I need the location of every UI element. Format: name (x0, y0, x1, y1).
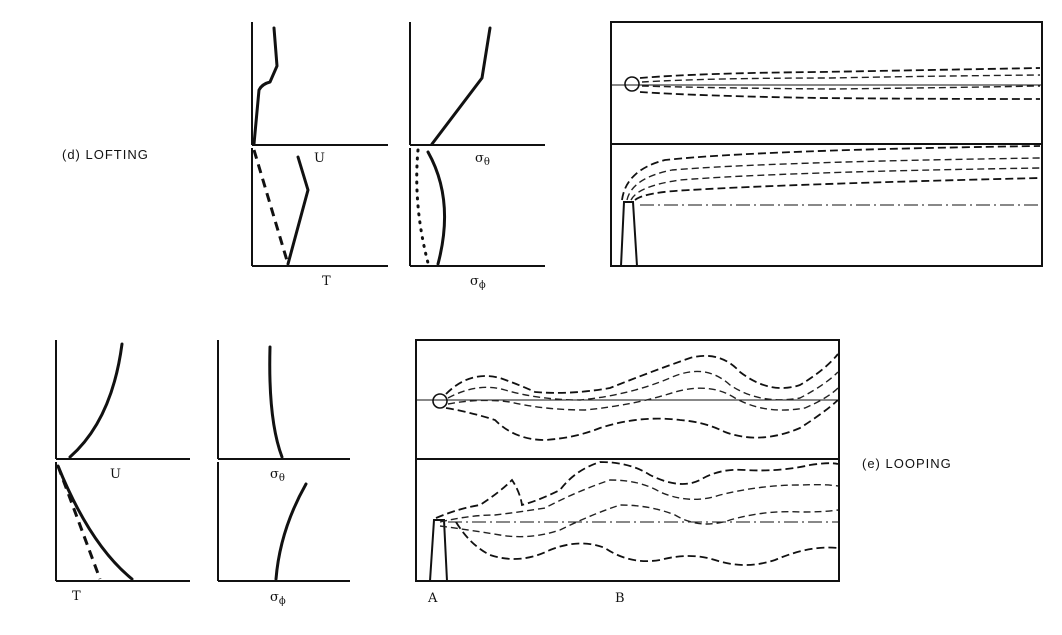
looping-sigma-phi-profile (217, 462, 350, 582)
lofting-temperature-profile (251, 148, 388, 267)
lofting-sigma-phi-profile (409, 148, 545, 267)
lofting-t-label: T (322, 274, 331, 289)
looping-plume-side-view (415, 458, 840, 582)
lofting-label: (d) LOFTING (62, 147, 149, 162)
looping-sigma-phi-label: σϕ (270, 590, 286, 607)
lofting-stack-top-marker (624, 76, 640, 92)
lofting-plume-side-view (610, 143, 1043, 267)
looping-wind-profile (55, 340, 190, 460)
looping-t-label: T (72, 589, 81, 604)
lofting-sigma-theta-profile (409, 22, 545, 146)
lofting-u-label: U (314, 151, 325, 166)
lofting-sigma-phi-label: σϕ (470, 274, 486, 291)
looping-temperature-profile (55, 462, 190, 582)
lofting-sigma-theta-label: σθ (475, 151, 490, 168)
point-b-label: B (615, 591, 625, 606)
looping-sigma-theta-profile (217, 340, 350, 460)
looping-sigma-theta-label: σθ (270, 467, 285, 484)
looping-u-label: U (110, 467, 121, 482)
lofting-wind-profile (251, 22, 388, 146)
looping-label: (e) LOOPING (862, 456, 952, 471)
point-a-label: A (427, 591, 438, 606)
looping-stack-top-marker (432, 393, 448, 409)
looping-plume-top-view (415, 339, 840, 460)
lofting-plume-top-view (610, 21, 1043, 145)
